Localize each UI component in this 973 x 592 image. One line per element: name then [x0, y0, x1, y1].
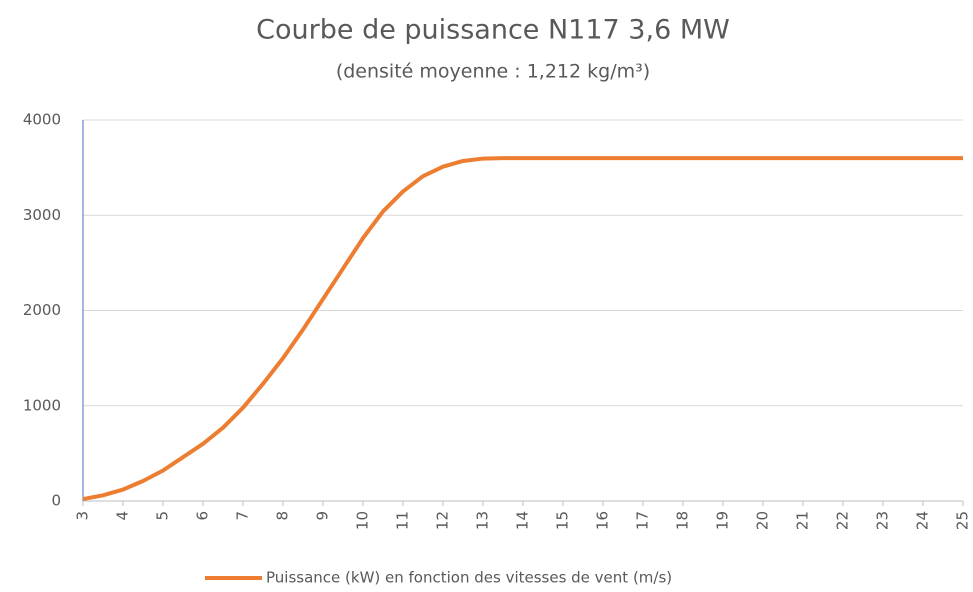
x-tick-label: 7 [234, 511, 252, 521]
chart-title: Courbe de puissance N117 3,6 MW [256, 15, 730, 46]
y-tick-label: 3000 [23, 206, 61, 224]
y-tick-label: 4000 [23, 111, 61, 129]
x-tick-label: 11 [394, 511, 412, 530]
x-tick-label: 3 [74, 511, 92, 521]
x-tick-label: 23 [874, 511, 892, 530]
x-tick-label: 4 [114, 511, 132, 521]
power-curve [82, 156, 963, 502]
legend-label: Puissance (kW) en fonction des vitesses … [266, 569, 672, 587]
x-tick-label: 20 [754, 511, 772, 530]
y-tick-label: 1000 [23, 396, 61, 414]
x-tick-label: 8 [274, 511, 292, 521]
x-tick-label: 10 [354, 511, 372, 530]
x-tick-label: 25 [954, 511, 972, 530]
x-tick-label: 6 [194, 511, 212, 521]
x-tick-label: 12 [434, 511, 452, 530]
x-tick-label: 15 [554, 511, 572, 530]
x-tick-label: 19 [714, 511, 732, 530]
y-tick-label: 0 [51, 492, 61, 510]
x-tick-label: 9 [314, 511, 332, 521]
x-tick-label: 16 [594, 511, 612, 530]
y-tick-label: 2000 [23, 301, 61, 319]
x-tick-label: 21 [794, 511, 812, 530]
x-tick-label: 22 [834, 511, 852, 530]
x-tick-label: 13 [474, 511, 492, 530]
chart-subtitle: (densité moyenne : 1,212 kg/m³) [336, 61, 650, 83]
x-tick-label: 14 [514, 511, 532, 530]
x-tick-label: 24 [914, 511, 932, 530]
x-tick-label: 17 [634, 511, 652, 530]
x-tick-label: 18 [674, 511, 692, 530]
x-tick-label: 5 [154, 511, 172, 521]
